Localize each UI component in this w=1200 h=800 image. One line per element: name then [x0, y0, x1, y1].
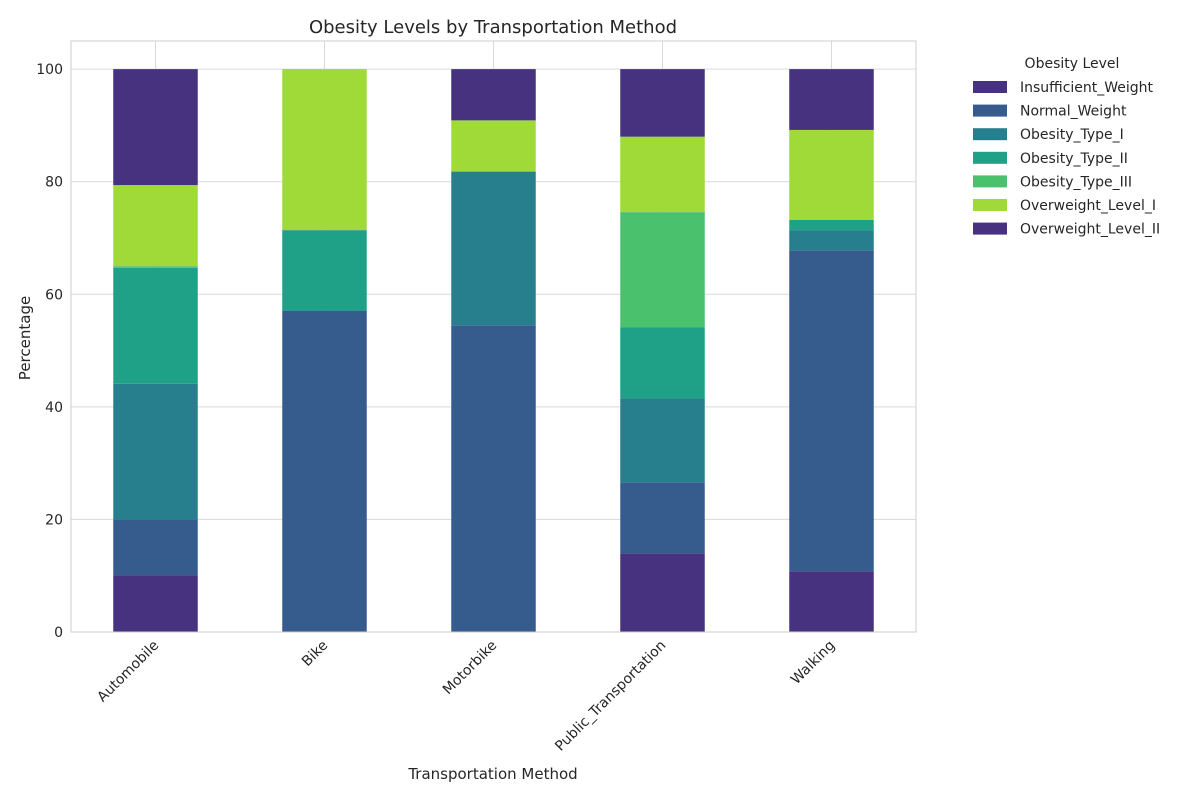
legend-label: Obesity_Type_II — [1020, 151, 1128, 167]
legend-label: Obesity_Type_III — [1020, 174, 1132, 190]
bar-segment — [620, 482, 705, 554]
x-tick-label: Walking — [788, 638, 838, 688]
legend-label: Overweight_Level_I — [1020, 198, 1156, 214]
bar-segment — [789, 219, 874, 231]
bar-segment — [451, 120, 536, 172]
legend-label: Overweight_Level_II — [1020, 222, 1160, 238]
bar-segment — [113, 519, 198, 576]
bar-segment — [113, 185, 198, 267]
bar-segment — [282, 310, 367, 632]
x-axis-title: Transportation Method — [407, 765, 577, 783]
bar-segment — [451, 325, 536, 632]
y-tick-label: 100 — [36, 62, 63, 78]
x-tick-label: Public_Transportation — [552, 638, 669, 755]
legend-swatch — [973, 104, 1007, 117]
y-tick-label: 80 — [45, 175, 63, 191]
bar-segment — [451, 69, 536, 121]
y-tick-label: 40 — [45, 400, 63, 416]
bar-segment — [620, 553, 705, 632]
legend-swatch — [973, 175, 1007, 188]
bar-segment — [620, 136, 705, 213]
bar-segment — [620, 69, 705, 137]
bar-segment — [282, 230, 367, 311]
legend-label: Insufficient_Weight — [1020, 80, 1154, 96]
bar-segment — [282, 69, 367, 231]
bar-segment — [620, 398, 705, 483]
legend-label: Normal_Weight — [1020, 104, 1127, 120]
legend-swatch — [973, 199, 1007, 211]
bar-segment — [789, 69, 874, 130]
legend-items: Insufficient_Weight Normal_Weight Obesity_… — [973, 80, 1160, 238]
y-axis-title: Percentage — [16, 296, 34, 380]
x-ticks: Automobile Bike Motorbike Public_Transporta… — [94, 638, 838, 755]
legend-label: Obesity_Type_I — [1020, 127, 1124, 143]
legend-title: Obesity Level — [1025, 56, 1120, 72]
x-tick-label: Motorbike — [440, 638, 500, 698]
y-tick-label: 60 — [45, 287, 63, 303]
bar-segment — [451, 171, 536, 326]
legend-swatch — [973, 222, 1007, 235]
y-ticks: 0 20 40 60 80 100 — [36, 62, 63, 641]
legend-swatch — [973, 128, 1007, 141]
chart-title: Obesity Levels by Transportation Method — [309, 17, 677, 38]
legend-swatch — [973, 81, 1007, 93]
y-tick-label: 0 — [54, 625, 63, 641]
bar-segment — [789, 230, 874, 251]
legend: Obesity Level Insufficient_Weight Normal_… — [973, 56, 1160, 238]
bar-segment — [113, 575, 198, 632]
bar-segment — [620, 212, 705, 328]
bar-segment — [789, 571, 874, 632]
x-tick-label: Automobile — [94, 638, 162, 706]
y-tick-label: 20 — [45, 512, 63, 528]
bar-segment — [113, 267, 198, 384]
bar-segment — [113, 383, 198, 520]
bar-segment — [620, 327, 705, 399]
bars — [113, 69, 874, 632]
x-tick-label: Bike — [299, 638, 331, 670]
plot-frame — [70, 40, 917, 633]
bar-segment — [789, 250, 874, 572]
bar-segment — [789, 129, 874, 220]
bar-segment — [113, 69, 198, 186]
legend-swatch — [973, 151, 1007, 164]
bar-segment — [113, 266, 198, 268]
